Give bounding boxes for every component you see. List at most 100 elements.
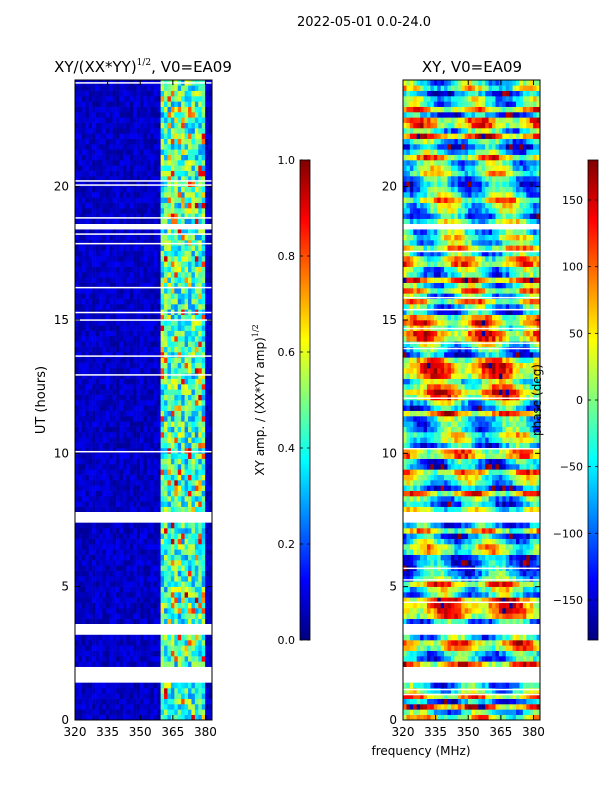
heatmap-cell <box>119 501 124 507</box>
heatmap-cell <box>85 218 89 225</box>
heatmap-cell <box>122 698 127 705</box>
heatmap-cell <box>146 261 151 267</box>
heatmap-cell <box>78 144 83 150</box>
heatmap-cell <box>160 202 165 209</box>
heatmap-cell <box>150 362 155 369</box>
heatmap-cell <box>119 266 124 273</box>
heatmap-cell <box>95 405 100 411</box>
heatmap-cell <box>191 496 196 502</box>
heatmap-cell <box>191 394 196 401</box>
heatmap-cell <box>177 469 182 475</box>
heatmap-cell <box>92 714 96 720</box>
heatmap-cell <box>133 597 137 603</box>
heatmap-cell <box>105 357 110 363</box>
heatmap-cell <box>146 288 151 294</box>
heatmap-cell <box>98 602 103 609</box>
heatmap-cell <box>88 597 93 603</box>
heatmap-cell <box>153 597 158 603</box>
heatmap-cell <box>188 352 192 358</box>
heatmap-cell <box>160 714 165 720</box>
heatmap-cell <box>109 106 113 113</box>
heatmap-cell <box>95 352 100 358</box>
heatmap-cell <box>81 426 86 433</box>
heatmap-cell <box>143 528 148 534</box>
heatmap-cell <box>81 613 86 619</box>
heatmap-cell <box>198 490 203 497</box>
heatmap-cell <box>208 261 212 267</box>
heatmap-cell <box>119 229 124 235</box>
heatmap-cell <box>140 144 144 150</box>
heatmap-cell <box>129 229 134 235</box>
heatmap-cell <box>423 714 428 720</box>
heatmap-cell <box>85 85 89 91</box>
heatmap-cell <box>170 341 175 347</box>
heatmap-cell <box>143 394 148 401</box>
heatmap-cell <box>167 154 172 161</box>
heatmap-cell <box>78 213 83 219</box>
heatmap-cell <box>164 389 168 395</box>
heatmap-cell <box>181 384 185 390</box>
heatmap-cell <box>98 464 103 470</box>
heatmap-cell <box>153 160 158 166</box>
heatmap-cell <box>198 656 203 662</box>
heatmap-cell <box>112 384 117 390</box>
heatmap-cell <box>109 256 113 262</box>
heatmap-cell <box>191 266 196 273</box>
heatmap-cell <box>177 474 182 481</box>
heatmap-cell <box>136 400 141 406</box>
heatmap-cell <box>191 549 196 555</box>
heatmap-cell <box>174 688 179 694</box>
heatmap-cell <box>529 661 534 667</box>
heatmap-cell <box>112 85 117 91</box>
heatmap-cell <box>75 160 79 166</box>
heatmap-cell <box>160 528 165 534</box>
heatmap-cell <box>102 229 107 235</box>
heatmap-cell <box>126 170 131 177</box>
heatmap-cell <box>140 576 144 582</box>
heatmap-cell <box>188 170 192 177</box>
heatmap-cell <box>174 506 179 513</box>
heatmap-cell <box>177 613 182 619</box>
heatmap-cell <box>184 197 189 203</box>
heatmap-cell <box>194 101 199 107</box>
heatmap-cell <box>454 698 459 705</box>
heatmap-cell <box>198 234 203 241</box>
heatmap-cell <box>119 682 124 689</box>
heatmap-cell <box>181 464 185 470</box>
heatmap-cell <box>116 490 120 497</box>
heatmap-cell <box>157 661 161 667</box>
heatmap-cell <box>78 458 83 465</box>
heatmap-cell <box>423 650 428 657</box>
heatmap-cell <box>136 336 141 342</box>
heatmap-cell <box>78 229 83 235</box>
heatmap-cell <box>95 618 100 625</box>
heatmap-cell <box>112 325 117 331</box>
heatmap-cell <box>119 202 124 209</box>
heatmap-cell <box>533 650 537 657</box>
heatmap-cell <box>170 250 175 257</box>
heatmap-cell <box>129 640 134 646</box>
heatmap-cell <box>167 389 172 395</box>
heatmap-cell <box>119 698 124 705</box>
heatmap-cell <box>88 293 93 299</box>
heatmap-cell <box>194 197 199 203</box>
heatmap-cell <box>160 490 165 497</box>
heatmap-cell <box>174 122 179 129</box>
heatmap-cell <box>116 650 120 657</box>
heatmap-cell <box>177 432 182 438</box>
heatmap-cell <box>409 656 414 662</box>
heatmap-cell <box>205 362 209 369</box>
heatmap-cell <box>102 213 107 219</box>
heatmap-cell <box>170 490 175 497</box>
heatmap-cell <box>122 618 127 625</box>
heatmap-cell <box>146 133 151 139</box>
heatmap-cell <box>78 117 83 123</box>
heatmap-cell <box>122 293 127 299</box>
heatmap-cell <box>92 234 96 241</box>
heatmap-cell <box>81 277 86 283</box>
heatmap-cell <box>188 528 192 534</box>
heatmap-cell <box>208 138 212 145</box>
heatmap-cell <box>201 533 206 539</box>
heatmap-cell <box>85 480 89 486</box>
heatmap-cell <box>105 400 110 406</box>
